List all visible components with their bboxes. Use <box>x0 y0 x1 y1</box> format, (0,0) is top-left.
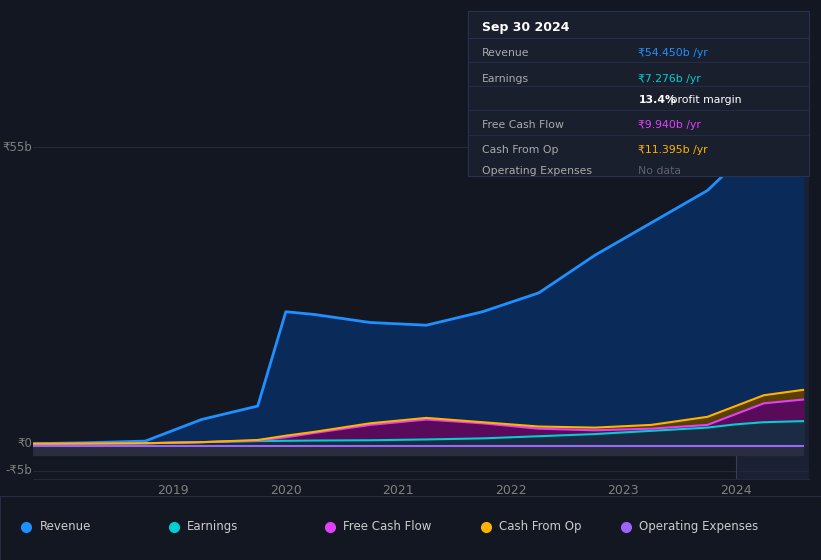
Text: Free Cash Flow: Free Cash Flow <box>482 120 563 130</box>
Text: ₹7.276b /yr: ₹7.276b /yr <box>639 74 701 84</box>
Text: ₹55b: ₹55b <box>2 141 32 154</box>
Text: profit margin: profit margin <box>667 95 742 105</box>
Text: Cash From Op: Cash From Op <box>499 520 581 533</box>
Text: No data: No data <box>639 166 681 176</box>
Text: ₹11.395b /yr: ₹11.395b /yr <box>639 145 708 155</box>
Text: Cash From Op: Cash From Op <box>482 145 558 155</box>
Text: Earnings: Earnings <box>187 520 239 533</box>
Text: Operating Expenses: Operating Expenses <box>482 166 592 176</box>
Text: Revenue: Revenue <box>482 48 529 58</box>
Text: ₹9.940b /yr: ₹9.940b /yr <box>639 120 701 130</box>
Text: Operating Expenses: Operating Expenses <box>639 520 758 533</box>
Text: Sep 30 2024: Sep 30 2024 <box>482 21 569 34</box>
Text: Earnings: Earnings <box>482 74 529 84</box>
Bar <box>736 120 821 479</box>
Text: 13.4%: 13.4% <box>639 95 677 105</box>
Text: ₹54.450b /yr: ₹54.450b /yr <box>639 48 708 58</box>
Text: Revenue: Revenue <box>39 520 91 533</box>
Text: -₹5b: -₹5b <box>5 464 32 477</box>
Text: Free Cash Flow: Free Cash Flow <box>343 520 432 533</box>
Text: ₹0: ₹0 <box>17 437 32 450</box>
